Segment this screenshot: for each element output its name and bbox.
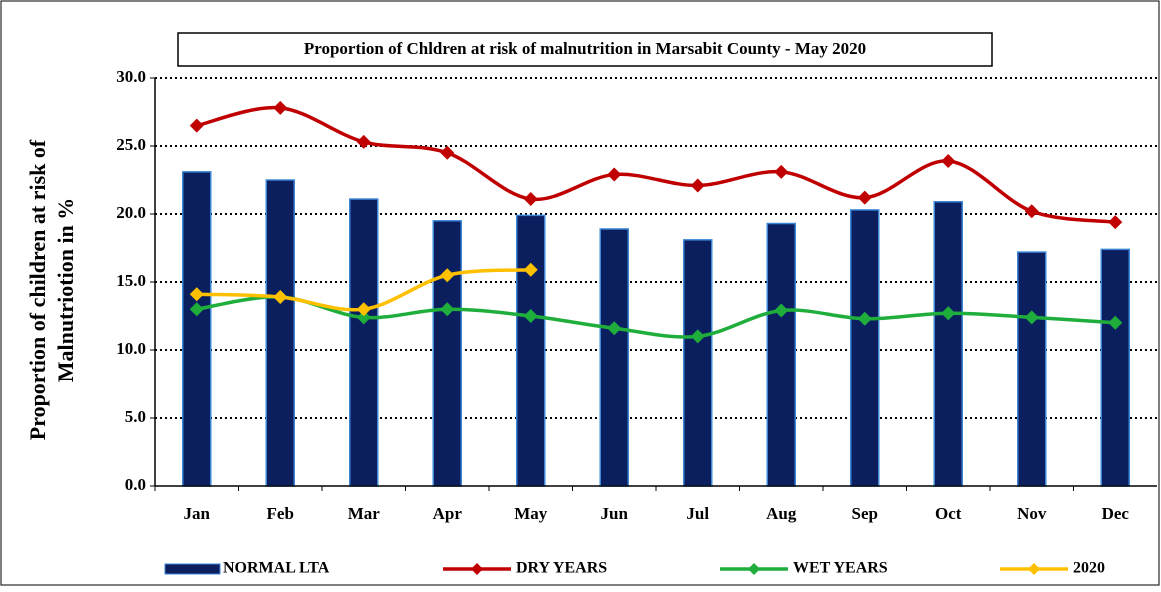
- x-tick-label: Mar: [348, 504, 381, 523]
- marker: [356, 302, 371, 317]
- x-tick-label: Jun: [601, 504, 629, 523]
- marker: [1108, 315, 1123, 330]
- legend-label: NORMAL LTA: [223, 560, 330, 577]
- x-tick-label: May: [514, 504, 548, 523]
- bar: [850, 209, 880, 487]
- marker: [523, 192, 538, 207]
- x-tick-label: Feb: [267, 504, 294, 523]
- marker: [774, 303, 789, 318]
- marker: [356, 134, 371, 149]
- marker: [440, 145, 455, 160]
- line: [196, 295, 1116, 339]
- y-tick-label: 20.0: [116, 203, 146, 222]
- y-axis-label: Malnutriotion in %: [53, 198, 78, 383]
- x-tick-label: Nov: [1017, 504, 1047, 523]
- legend-swatch: [164, 563, 221, 575]
- marker: [273, 289, 288, 304]
- bar: [516, 214, 546, 487]
- bar: [349, 198, 379, 487]
- bar: [182, 171, 212, 487]
- y-tick-label: 25.0: [116, 135, 146, 154]
- bar: [1100, 248, 1130, 487]
- marker: [607, 167, 622, 182]
- legend-label: WET YEARS: [793, 560, 888, 577]
- marker: [690, 329, 705, 344]
- y-tick-label: 5.0: [125, 407, 146, 426]
- bar: [265, 179, 295, 487]
- legend-marker: [1028, 563, 1040, 575]
- legend-marker: [471, 563, 483, 575]
- y-tick-label: 30.0: [116, 67, 146, 86]
- legend-label: 2020: [1073, 560, 1105, 577]
- marker: [189, 302, 204, 317]
- marker: [941, 306, 956, 321]
- marker: [1024, 310, 1039, 325]
- marker: [941, 153, 956, 168]
- x-tick-label: Sep: [852, 504, 878, 523]
- marker: [774, 164, 789, 179]
- marker: [523, 262, 538, 277]
- chart-title: Proportion of Chldren at risk of malnutr…: [304, 39, 866, 58]
- marker: [1108, 215, 1123, 230]
- marker: [1024, 204, 1039, 219]
- marker: [440, 302, 455, 317]
- marker: [607, 321, 622, 336]
- marker: [523, 309, 538, 323]
- x-tick-label: Dec: [1102, 504, 1130, 523]
- y-tick-label: 15.0: [116, 271, 146, 290]
- marker: [690, 178, 705, 193]
- y-tick-label: 10.0: [116, 339, 146, 358]
- marker: [356, 310, 371, 325]
- marker: [857, 311, 872, 326]
- y-tick-label: 0.0: [125, 475, 146, 494]
- legend-marker: [748, 563, 760, 575]
- title-box: [177, 32, 993, 67]
- x-tick-label: Jan: [184, 504, 211, 523]
- x-tick-label: Jul: [686, 504, 709, 523]
- x-tick-label: Aug: [766, 504, 797, 523]
- marker: [440, 268, 455, 283]
- x-tick-label: Oct: [935, 504, 962, 523]
- bar: [1017, 251, 1047, 487]
- x-tick-label: Apr: [433, 504, 463, 523]
- bar: [933, 201, 963, 487]
- marker: [189, 118, 204, 133]
- marker: [857, 190, 872, 205]
- marker: [189, 287, 204, 302]
- y-axis-label: Proportion of children at risk of: [25, 139, 50, 440]
- bar: [599, 228, 629, 487]
- bar: [683, 239, 713, 487]
- bar: [432, 220, 462, 487]
- bar: [766, 222, 796, 487]
- marker: [273, 100, 288, 115]
- legend-label: DRY YEARS: [516, 560, 607, 577]
